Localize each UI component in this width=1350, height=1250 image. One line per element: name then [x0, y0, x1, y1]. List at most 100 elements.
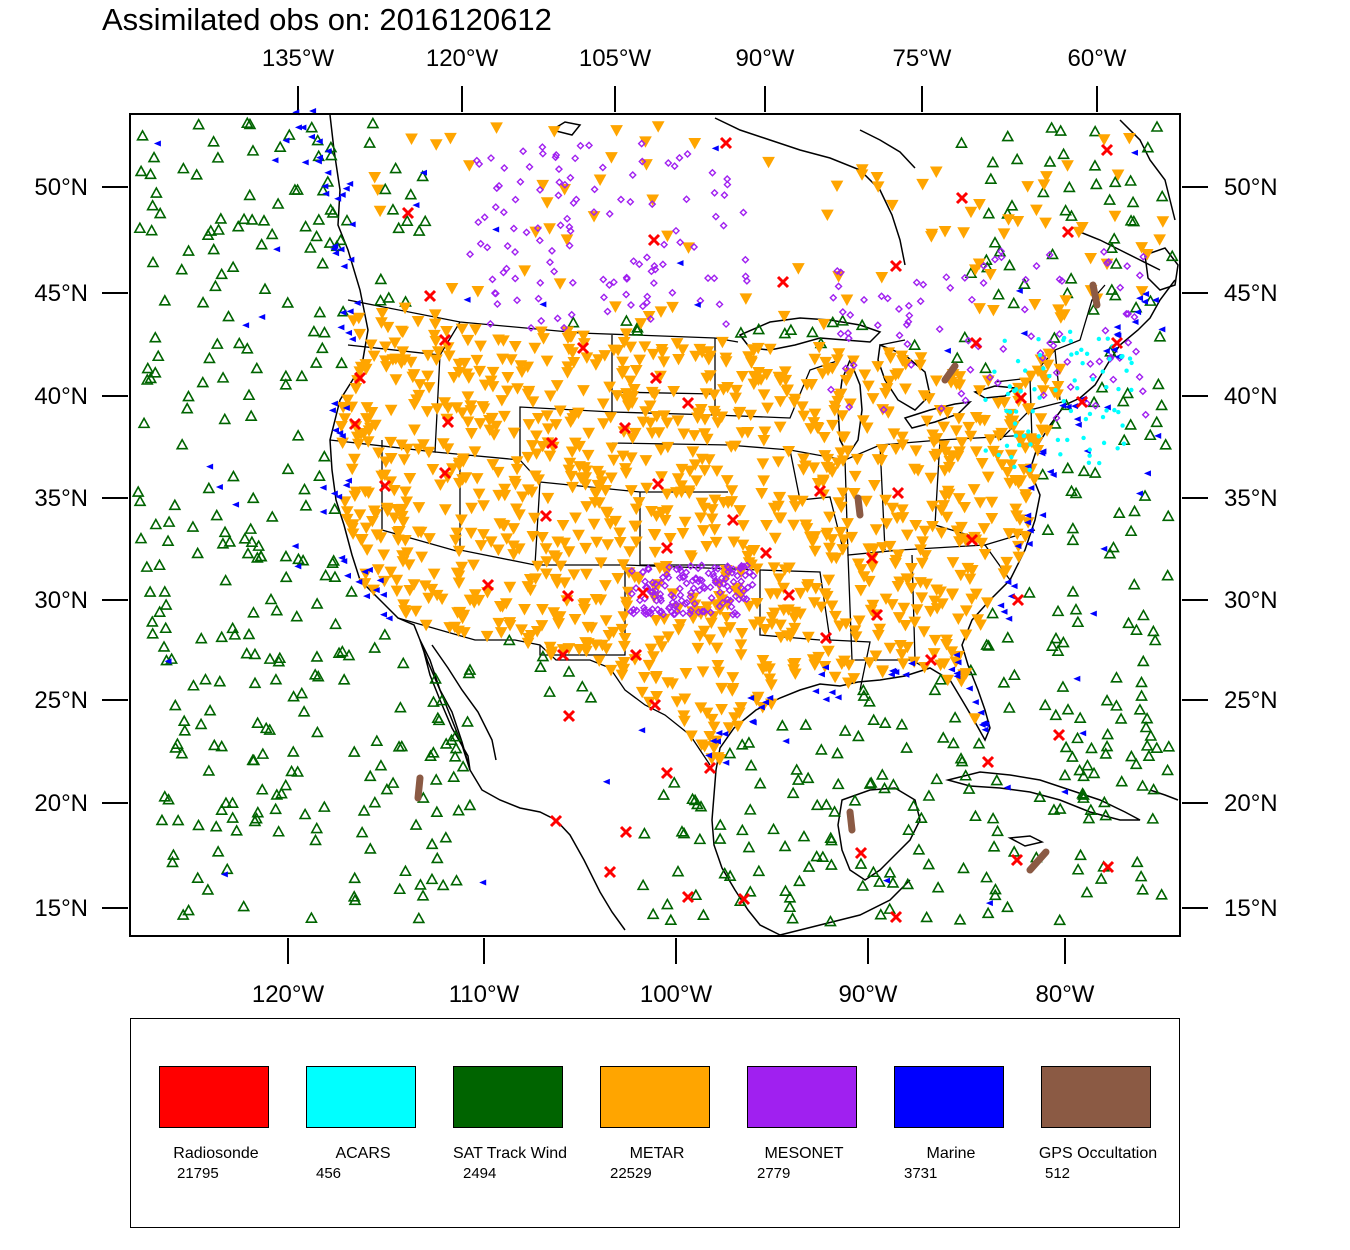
obs-marker — [630, 536, 643, 548]
obs-marker — [146, 199, 159, 211]
obs-marker — [941, 674, 955, 687]
obs-marker — [983, 448, 988, 453]
obs-marker — [355, 578, 363, 585]
obs-marker — [560, 180, 569, 189]
obs-marker — [855, 318, 869, 331]
obs-marker — [1071, 863, 1085, 875]
obs-marker — [1049, 471, 1057, 478]
obs-marker — [735, 371, 749, 383]
obs-marker — [941, 406, 954, 419]
obs-marker — [328, 570, 342, 582]
obs-marker — [705, 617, 718, 630]
obs-marker — [339, 309, 347, 316]
obs-marker — [851, 558, 865, 570]
obs-marker — [374, 759, 388, 771]
obs-marker — [997, 676, 1011, 688]
obs-marker — [223, 535, 237, 547]
obs-marker — [763, 343, 777, 356]
obs-marker — [912, 843, 926, 855]
obs-marker — [772, 371, 786, 384]
obs-marker — [1036, 337, 1041, 342]
obs-marker — [820, 461, 834, 474]
obs-marker — [1066, 750, 1079, 762]
obs-marker — [455, 323, 469, 336]
obs-marker — [1144, 729, 1158, 741]
obs-marker — [829, 610, 842, 623]
obs-marker — [1112, 407, 1117, 413]
legend-swatch — [306, 1066, 416, 1128]
obs-marker — [727, 602, 736, 611]
obs-marker — [573, 440, 586, 453]
obs-marker — [710, 465, 724, 478]
obs-marker — [416, 889, 430, 901]
obs-marker — [215, 803, 229, 815]
obs-marker — [465, 502, 478, 515]
left-lat-label: 20°N — [34, 790, 88, 817]
obs-marker — [1041, 359, 1055, 372]
obs-marker — [250, 812, 263, 824]
obs-marker — [757, 475, 771, 487]
obs-marker — [331, 427, 339, 434]
obs-marker — [937, 421, 951, 434]
obs-marker — [336, 437, 349, 450]
obs-marker — [1037, 395, 1042, 400]
obs-marker — [430, 851, 444, 864]
obs-marker — [1049, 631, 1063, 644]
obs-marker — [535, 185, 544, 194]
obs-marker — [1153, 330, 1167, 342]
obs-marker — [1129, 360, 1134, 366]
obs-marker — [1099, 747, 1113, 759]
obs-marker — [439, 831, 453, 843]
obs-marker — [640, 482, 654, 495]
obs-marker — [613, 527, 627, 540]
obs-marker — [480, 630, 494, 643]
obs-marker — [638, 157, 647, 166]
obs-marker — [719, 352, 733, 365]
obs-marker — [425, 837, 439, 850]
obs-marker — [635, 686, 649, 699]
obs-marker — [632, 606, 641, 615]
obs-marker — [690, 599, 699, 608]
obs-marker — [311, 670, 325, 682]
obs-marker — [585, 622, 598, 634]
obs-marker — [780, 385, 794, 398]
top-lon-label: 120°W — [426, 45, 499, 72]
obs-marker — [752, 864, 766, 877]
obs-marker — [664, 158, 673, 167]
obs-marker — [691, 412, 704, 424]
obs-marker — [693, 832, 707, 845]
obs-marker — [969, 809, 982, 822]
obs-marker — [657, 607, 666, 616]
obs-marker — [178, 724, 192, 736]
obs-marker — [678, 516, 692, 529]
obs-marker — [632, 573, 646, 586]
obs-marker — [985, 496, 999, 509]
obs-marker — [819, 631, 833, 645]
obs-marker — [651, 265, 660, 274]
obs-marker — [940, 511, 954, 524]
right-lat-label: 15°N — [1224, 895, 1278, 922]
obs-marker — [257, 214, 271, 226]
obs-marker — [349, 486, 363, 499]
obs-marker — [889, 443, 903, 456]
obs-marker — [518, 265, 532, 277]
obs-marker — [948, 666, 956, 673]
obs-marker — [902, 573, 915, 585]
obs-marker — [335, 493, 343, 500]
obs-marker — [340, 214, 354, 226]
obs-marker — [338, 413, 352, 425]
obs-marker — [671, 415, 685, 427]
obs-marker — [890, 512, 904, 525]
obs-marker — [298, 482, 311, 495]
obs-marker — [317, 450, 331, 462]
obs-marker — [935, 325, 944, 334]
obs-marker — [270, 788, 284, 800]
obs-marker — [723, 869, 737, 881]
obs-marker — [465, 428, 478, 440]
obs-marker — [1057, 276, 1066, 285]
obs-marker — [915, 592, 929, 604]
obs-marker — [952, 652, 960, 659]
obs-marker — [686, 606, 695, 615]
obs-marker — [492, 617, 506, 630]
obs-marker — [866, 393, 880, 405]
